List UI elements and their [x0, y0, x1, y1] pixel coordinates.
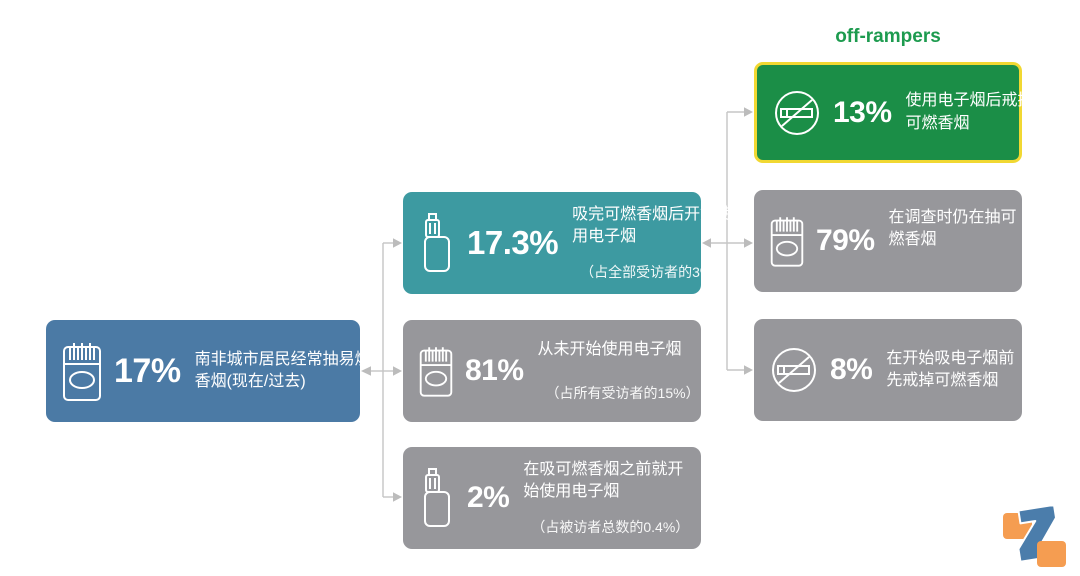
node-percentage: 2% — [467, 481, 510, 514]
node-never-vaped: 81% 从未开始使用电子烟 （占所有受访者的15%） — [403, 320, 701, 422]
cigarette-pack-icon — [419, 344, 453, 398]
node-description: 吸完可燃香烟后开始使用电子烟 — [572, 206, 733, 246]
off-rampers-label: off-rampers — [835, 26, 941, 47]
node-percentage: 13% — [833, 95, 892, 129]
vape-icon — [419, 467, 455, 529]
node-vaped-first: 2% 在吸可燃香烟之前就开始使用电子烟 （占被访者总数的0.4%） — [403, 447, 701, 549]
node-note: （占所有受访者的15%） — [545, 385, 700, 401]
node-percentage: 17.3% — [467, 224, 559, 261]
node-onrampers: 17.3% 吸完可燃香烟后开始使用电子烟 （占全部受访者的3%） — [403, 192, 732, 294]
node-percentage: 17% — [114, 351, 181, 390]
node-description: 在吸可燃香烟之前就开始使用电子烟 — [523, 461, 684, 501]
node-description: 使用电子烟后戒掉可燃香烟 — [905, 92, 1034, 132]
node-note: （占被访者总数的0.4%） — [531, 519, 690, 535]
node-percentage: 79% — [816, 224, 875, 257]
cigarette-pack-icon — [62, 340, 102, 402]
no-smoking-icon — [773, 89, 821, 137]
node-note: （占全部受访者的3%） — [580, 264, 727, 280]
cigarette-pack-icon — [770, 214, 804, 268]
node-percentage: 8% — [830, 353, 873, 386]
z-logo — [1000, 498, 1068, 568]
node-still-smoking: 79% 在调查时仍在抽可燃香烟 — [754, 190, 1022, 292]
node-percentage: 81% — [465, 354, 524, 387]
vape-icon — [419, 212, 455, 274]
node-quit-before-vaping: 8% 在开始吸电子烟前先戒掉可燃香烟 — [754, 319, 1022, 421]
node-off-rampers-highlighted: 13% 使用电子烟后戒掉可燃香烟 — [754, 62, 1034, 163]
node-description: 在开始吸电子烟前先戒掉可燃香烟 — [886, 349, 1015, 389]
node-smokers-root: 17% 南非城市居民经常抽易燃香烟(现在/过去) — [46, 320, 371, 422]
node-description: 南非城市居民经常抽易燃香烟(现在/过去) — [194, 350, 371, 390]
no-smoking-icon — [770, 346, 818, 394]
node-description: 从未开始使用电子烟 — [537, 341, 682, 358]
node-description: 在调查时仍在抽可燃香烟 — [888, 209, 1017, 249]
